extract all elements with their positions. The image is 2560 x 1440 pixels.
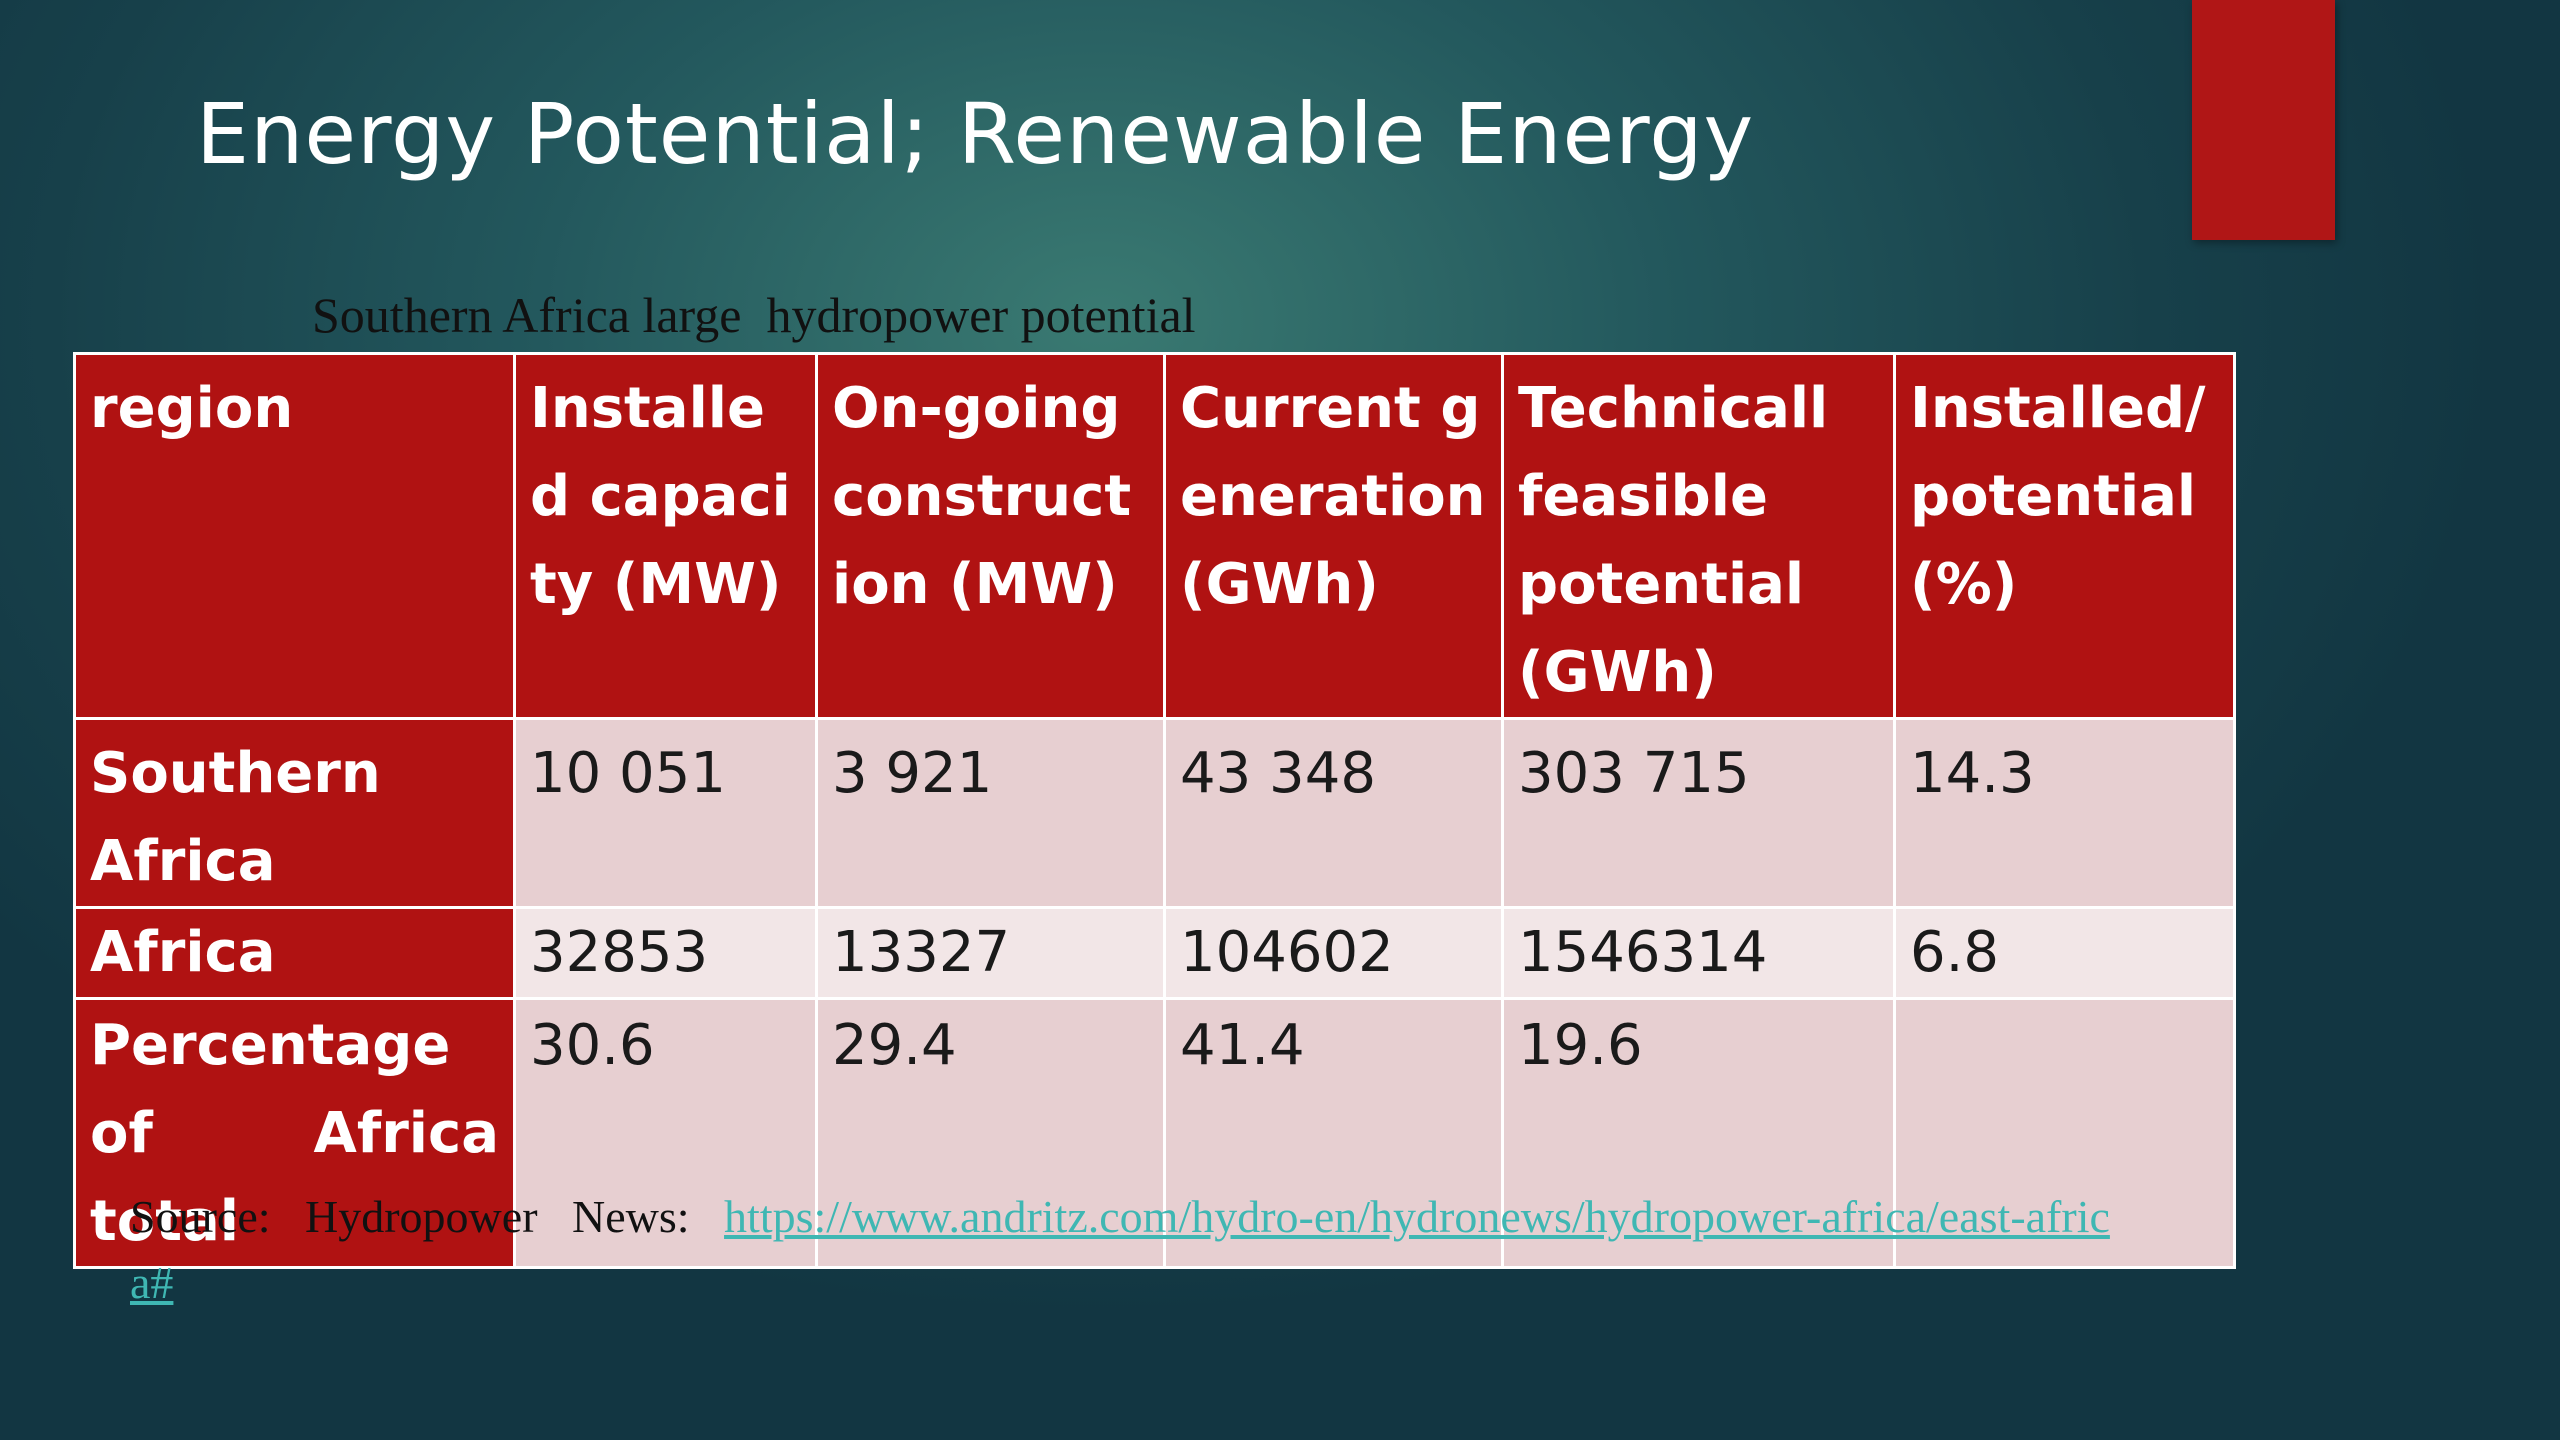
table-caption: Southern Africa large hydropower potenti… (312, 287, 1196, 343)
accent-tab (2192, 0, 2335, 240)
slide-title: Energy Potential; Renewable Energy (196, 85, 1755, 183)
cell-ongoing: 13327 (815, 906, 1166, 1000)
row-label-percentage: Percentage of Africa total (73, 997, 516, 1269)
table-row: Southern Africa 10 051 3 921 43 348 303 … (73, 717, 2236, 909)
table-row: Percentage of Africa total 30.6 29.4 41.… (73, 997, 2236, 1269)
cell-installed: 32853 (513, 906, 818, 1000)
header-current-generation: Current generation (GWh) (1163, 352, 1504, 720)
cell-potential: 303 715 (1501, 717, 1896, 909)
header-region: region (73, 352, 516, 720)
cell-ongoing: 29.4 (815, 997, 1166, 1269)
hydropower-table: region Installed capacity (MW) On-going … (73, 352, 2236, 1269)
source-link[interactable]: https://www.andritz.com/hydro-en/hydrone… (130, 1191, 2110, 1308)
cell-generation: 41.4 (1163, 997, 1504, 1269)
cell-ratio (1893, 997, 2236, 1269)
cell-potential: 19.6 (1501, 997, 1896, 1269)
table-header-row: region Installed capacity (MW) On-going … (73, 352, 2236, 720)
header-ongoing-construction: On-going construction (MW) (815, 352, 1166, 720)
cell-generation: 43 348 (1163, 717, 1504, 909)
cell-generation: 104602 (1163, 906, 1504, 1000)
row-label-africa: Africa (73, 906, 516, 1000)
cell-ratio: 6.8 (1893, 906, 2236, 1000)
header-installed-potential: Installed/ potential (%) (1893, 352, 2236, 720)
cell-potential: 1546314 (1501, 906, 1896, 1000)
cell-ongoing: 3 921 (815, 717, 1166, 909)
source-citation: Source: Hydropower News: https://www.and… (130, 1184, 2130, 1316)
cell-installed: 30.6 (513, 997, 818, 1269)
table-row: Africa 32853 13327 104602 1546314 6.8 (73, 906, 2236, 1000)
cell-ratio: 14.3 (1893, 717, 2236, 909)
source-label: Source: Hydropower News: (130, 1191, 725, 1242)
cell-installed: 10 051 (513, 717, 818, 909)
row-label-southern-africa: Southern Africa (73, 717, 516, 909)
header-feasible-potential: Technicall feasible potential (GWh) (1501, 352, 1896, 720)
header-installed-capacity: Installed capacity (MW) (513, 352, 818, 720)
